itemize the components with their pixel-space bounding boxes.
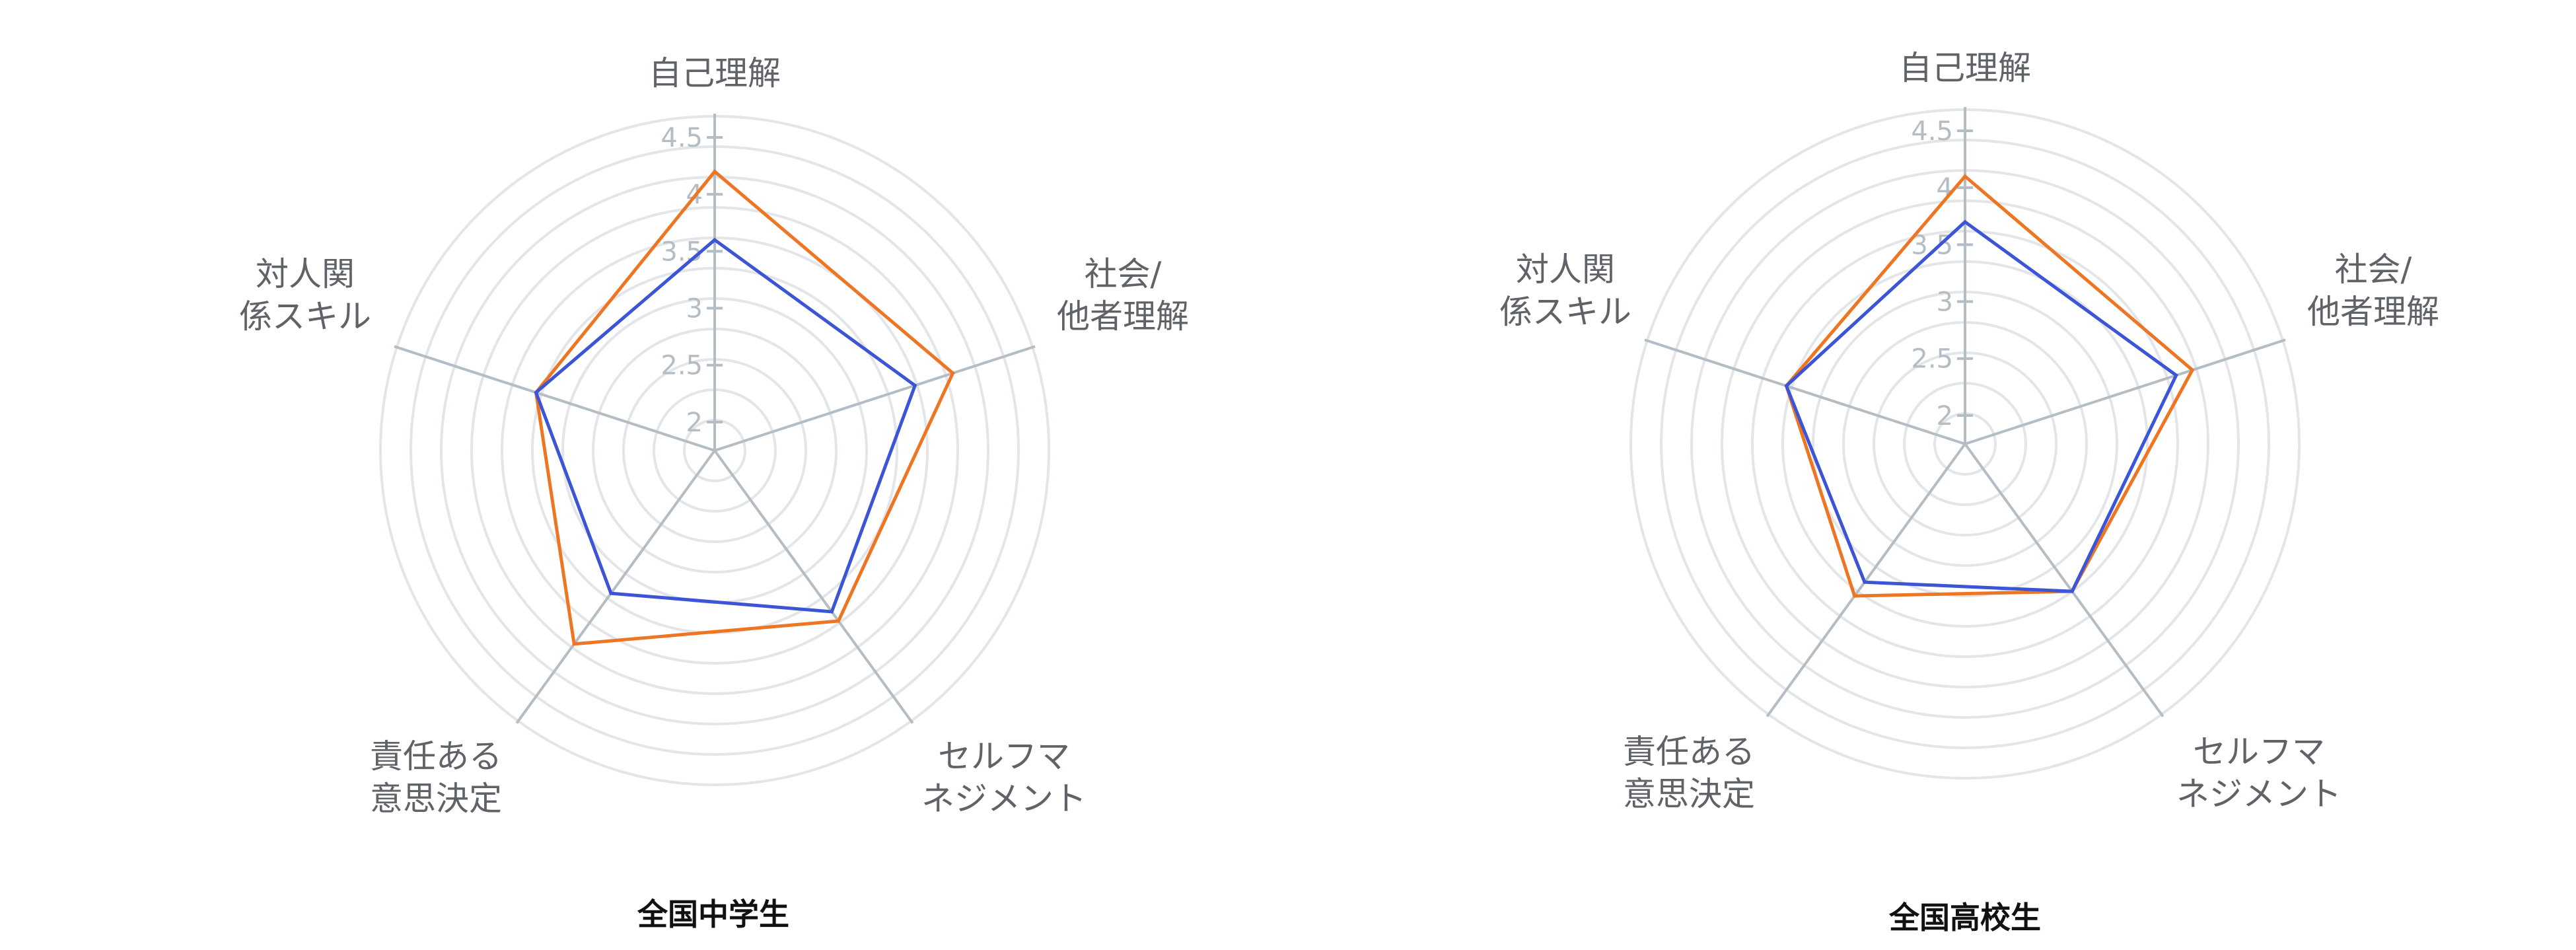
axis-label: 責任ある意思決定 (370, 737, 502, 818)
tick-label: 4.5 (1911, 116, 1953, 147)
axis-label: セルフマネジメント (2176, 733, 2342, 813)
axis-label: 自己理解 (1899, 49, 2031, 87)
radar-spoke (1964, 443, 2165, 717)
radar-spoke (714, 345, 1036, 452)
tick-label: 3 (1937, 287, 1953, 318)
axis-label-line: 責任ある (1623, 733, 1755, 771)
chart-title: 全国高校生 (1888, 900, 2041, 935)
chart-title: 全国中学生 (637, 896, 789, 932)
radar-spoke (1644, 338, 1966, 445)
tick-label: 4.5 (661, 123, 703, 153)
radar-chart-high-school: 全国高校生 22.533.544.5自己理解社会/他者理解セルフマネジメント責任… (1499, 49, 2439, 935)
series-line-1 (1784, 219, 2178, 593)
radar-spoke (1766, 443, 1966, 717)
tick-label: 3.5 (661, 237, 703, 267)
radar-spoke (515, 449, 716, 724)
axis-label: 自己理解 (649, 54, 781, 92)
axis-label: 対人関係スキル (239, 255, 371, 336)
axis-label-line: 自己理解 (1899, 49, 2031, 87)
tick-label: 3.5 (1911, 230, 1953, 260)
radar-grid (1629, 107, 2301, 780)
axis-label-line: ネジメント (921, 780, 1087, 818)
axis-label-line: 社会/ (1085, 255, 1162, 293)
axis-label-line: 自己理解 (649, 54, 781, 92)
radar-spoke (713, 449, 914, 724)
axis-label-line: 対人関 (1516, 250, 1615, 289)
series-line-0 (1784, 174, 2195, 598)
axis-label-line: 対人関 (256, 255, 355, 293)
axis-label: 社会/他者理解 (1057, 255, 1189, 336)
axis-label-line: ネジメント (2176, 775, 2342, 813)
axis-label: 対人関係スキル (1499, 250, 1631, 331)
series-line-1 (534, 237, 917, 614)
axis-label-line: 意思決定 (370, 780, 502, 818)
tick-label: 2.5 (661, 351, 703, 381)
axis-label-line: セルフマ (938, 737, 1070, 776)
axis-label-line: 他者理解 (2307, 293, 2439, 331)
axis-label: セルフマネジメント (921, 737, 1087, 818)
axis-label-line: 意思決定 (1623, 775, 1755, 813)
radar-spoke (394, 345, 715, 452)
radial-axis: 22.533.544.5 (661, 123, 723, 438)
axis-label-line: 社会/ (2335, 250, 2412, 289)
axis-label-line: 他者理解 (1057, 297, 1189, 336)
series-line-0 (534, 169, 955, 646)
axis-label-line: 係スキル (239, 297, 371, 336)
tick-label: 2.5 (1911, 344, 1953, 375)
radar-grid (379, 114, 1050, 786)
tick-label: 3 (686, 294, 703, 324)
axis-label-line: 責任ある (370, 737, 502, 776)
axis-label-line: 係スキル (1499, 293, 1631, 331)
axis-label: 責任ある意思決定 (1623, 733, 1755, 813)
tick-label: 2 (1937, 401, 1953, 431)
tick-label: 2 (686, 408, 703, 438)
axis-label: 社会/他者理解 (2307, 250, 2439, 331)
axis-label-line: セルフマ (2193, 733, 2325, 771)
radar-chart-middle-school: 全国中学生 22.533.544.5自己理解社会/他者理解セルフマネジメント責任… (239, 54, 1189, 932)
radial-axis: 22.533.544.5 (1911, 116, 1973, 431)
radar-spoke (1964, 338, 2286, 445)
